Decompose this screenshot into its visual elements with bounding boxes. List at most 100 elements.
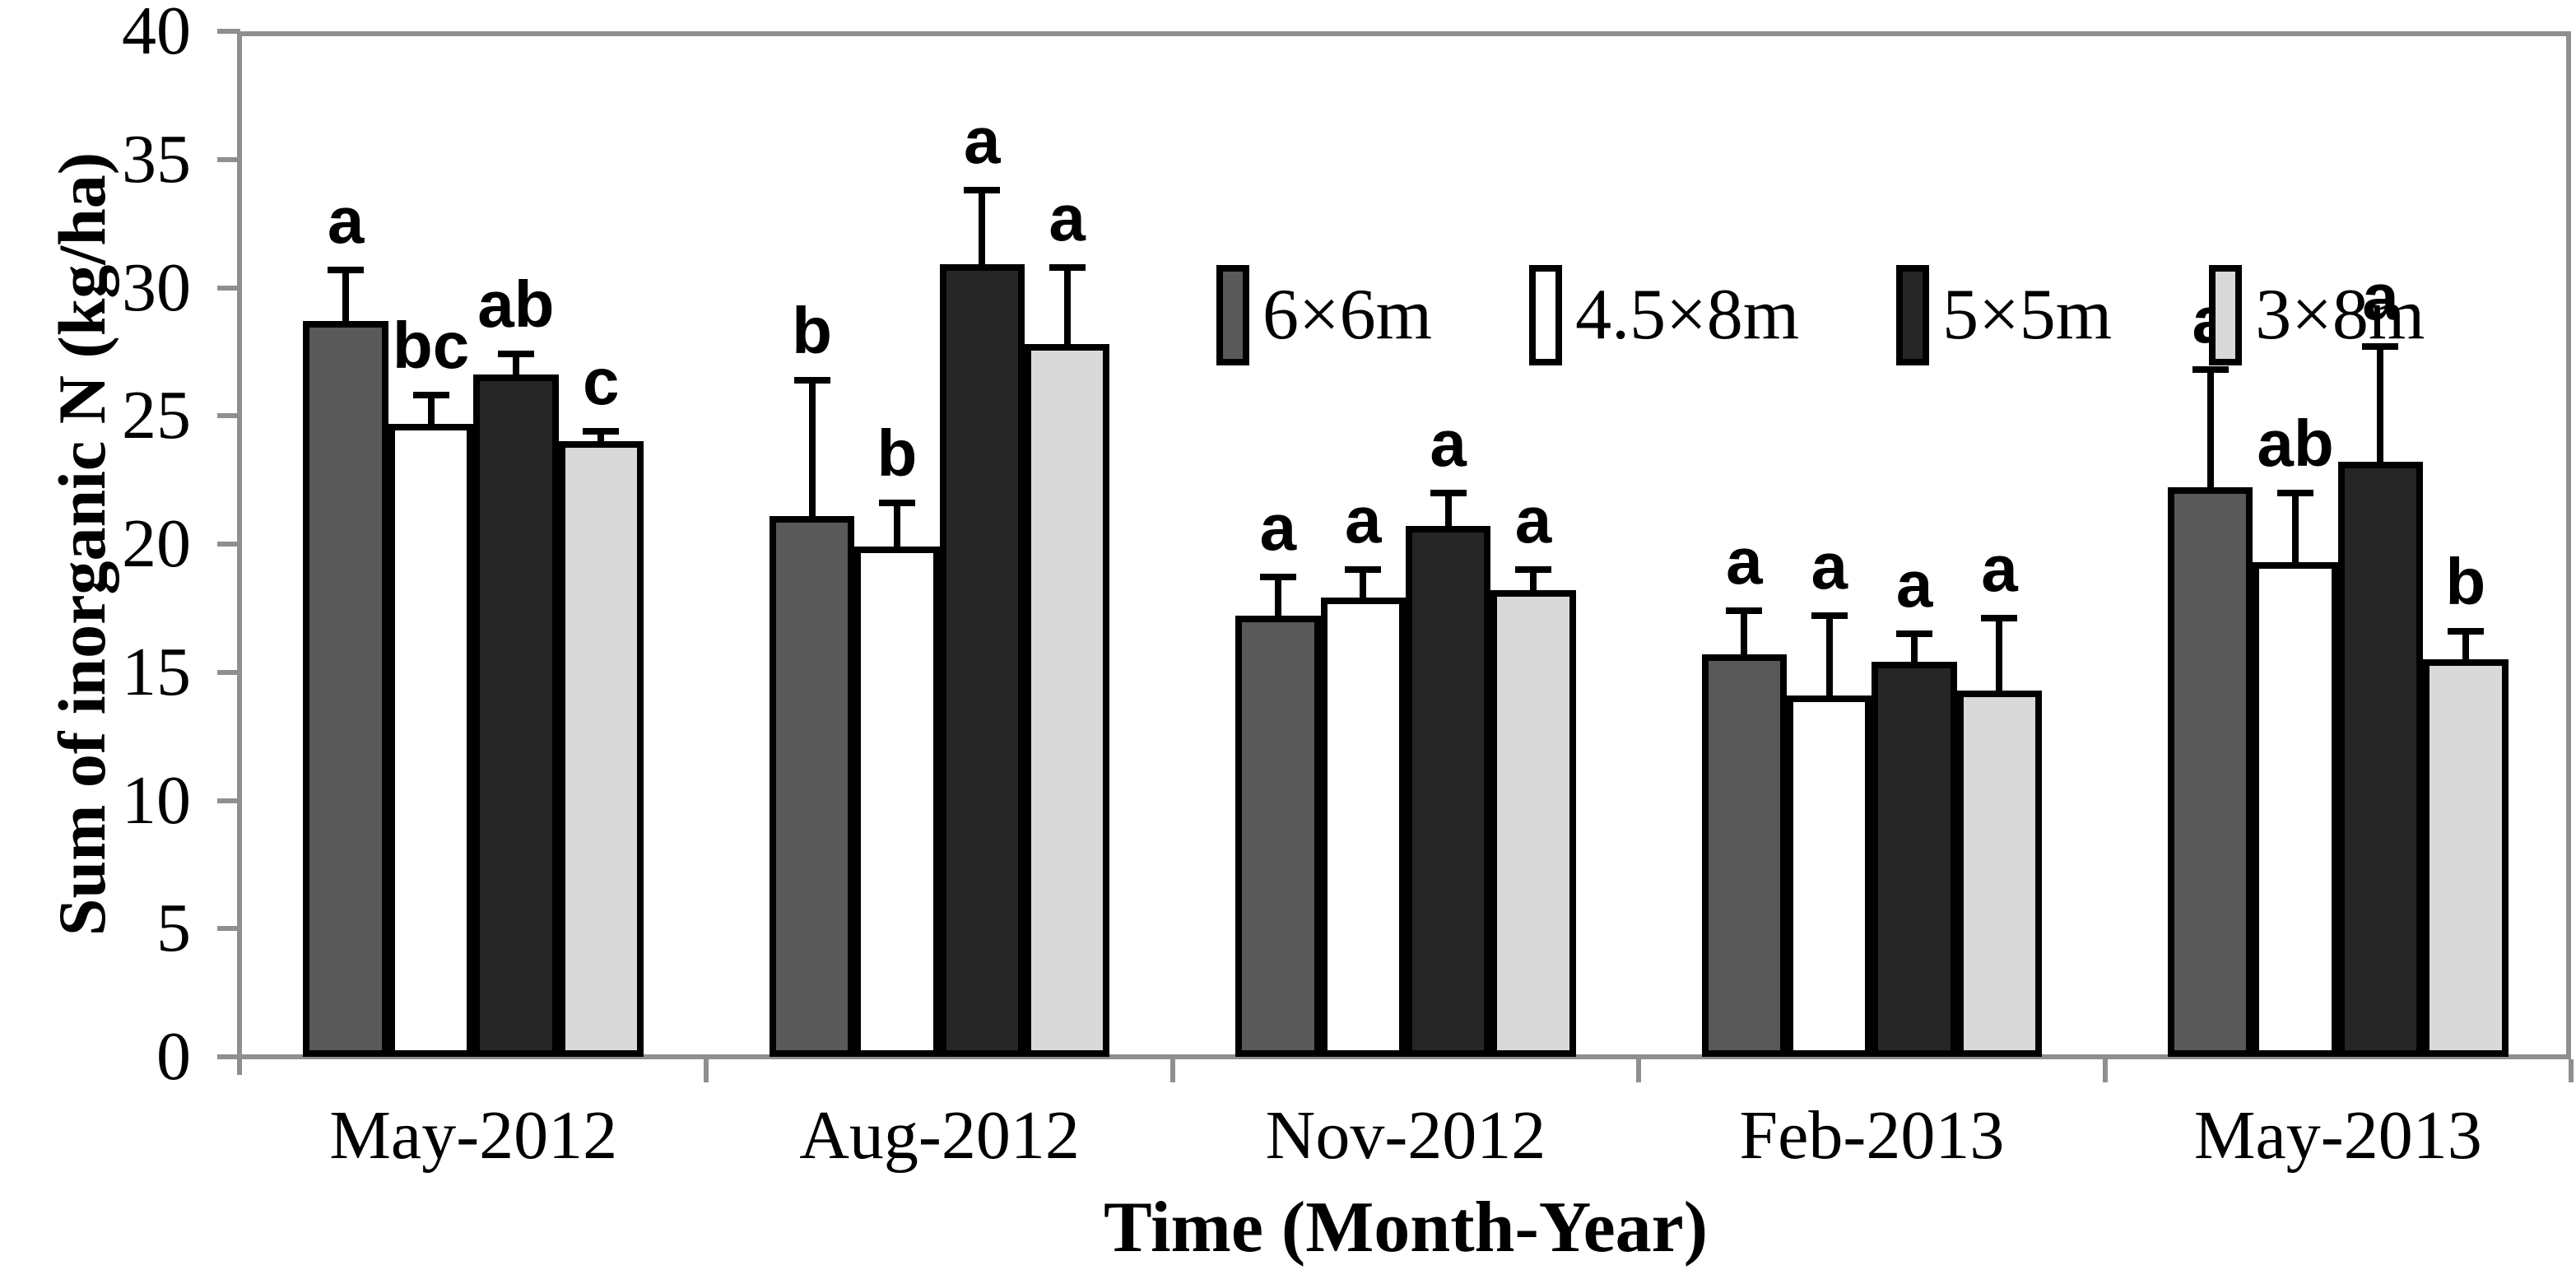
- y-tick-label: 40: [122, 0, 191, 69]
- error-bar-stem: [1063, 267, 1071, 345]
- y-tick-mark: [217, 669, 240, 675]
- error-bar-stem: [1741, 610, 1748, 654]
- legend-label: 5×5m: [1942, 275, 2113, 355]
- bar: [854, 547, 940, 1057]
- significance-letter: b: [876, 416, 918, 491]
- error-bar-stem: [512, 354, 519, 375]
- y-tick-label: 20: [122, 505, 191, 582]
- legend-swatch: [2209, 265, 2243, 365]
- error-bar-cap: [2192, 366, 2229, 374]
- significance-letter: a: [2362, 260, 2399, 334]
- legend-label: 6×6m: [1262, 275, 1433, 355]
- significance-letter: a: [1345, 483, 1382, 557]
- bar: [769, 515, 855, 1057]
- error-bar-cap: [1515, 566, 1552, 574]
- bar: [1235, 616, 1321, 1057]
- x-category-label: Nov-2012: [1265, 1097, 1546, 1174]
- error-bar-stem: [1360, 570, 1367, 598]
- error-bar-cap: [2277, 489, 2314, 496]
- error-bar-stem: [427, 395, 435, 424]
- significance-letter: b: [2445, 544, 2486, 618]
- bar: [2168, 487, 2253, 1057]
- legend-swatch: [1896, 265, 1930, 365]
- y-tick-mark: [217, 156, 240, 162]
- y-tick-label: 15: [122, 633, 191, 710]
- legend: 6×6m 4.5×8m 5×5m 3×8m: [1216, 265, 2425, 365]
- error-bar-stem: [2292, 492, 2299, 562]
- error-bar-stem: [893, 503, 900, 547]
- legend-swatch: [1216, 265, 1249, 365]
- y-tick-mark: [217, 413, 240, 419]
- error-bar-cap: [497, 351, 534, 358]
- significance-letter: a: [1259, 491, 1297, 565]
- error-bar-stem: [2377, 347, 2384, 463]
- legend-item-6x6m: 6×6m: [1216, 265, 1432, 365]
- bar: [388, 423, 474, 1057]
- x-tick-mark: [704, 1059, 709, 1082]
- bar: [1787, 695, 1872, 1057]
- x-category-label: Feb-2013: [1739, 1097, 2005, 1174]
- y-tick-mark: [217, 542, 240, 547]
- error-bar-stem: [1996, 618, 2003, 691]
- error-bar-stem: [1825, 616, 1833, 696]
- legend-label: 3×8m: [2255, 275, 2425, 355]
- bar: [1956, 690, 2043, 1057]
- bar: [1406, 526, 1491, 1057]
- error-bar-stem: [979, 190, 986, 265]
- significance-letter: a: [964, 104, 1001, 178]
- error-bar-cap: [1811, 612, 1848, 620]
- error-bar-stem: [1274, 577, 1281, 616]
- y-tick-mark: [217, 798, 240, 803]
- bar: [473, 374, 559, 1057]
- x-tick-mark: [1636, 1059, 1642, 1082]
- y-axis-line: [237, 31, 242, 1075]
- x-tick-mark: [1169, 1059, 1175, 1082]
- bar: [2253, 561, 2338, 1057]
- error-bar-cap: [1726, 607, 1763, 614]
- bar: [303, 320, 388, 1057]
- y-tick-label: 35: [122, 120, 191, 198]
- error-bar-stem: [1444, 492, 1452, 527]
- legend-label: 4.5×8m: [1575, 275, 1800, 355]
- y-tick-label: 10: [122, 761, 191, 839]
- bar: [2423, 659, 2509, 1057]
- significance-letter: a: [1726, 523, 1763, 598]
- significance-letter: b: [792, 293, 832, 367]
- significance-letter: a: [1895, 547, 1933, 621]
- legend-item-3x8m: 3×8m: [2209, 265, 2425, 365]
- legend-item-4.5x8m: 4.5×8m: [1529, 265, 1799, 365]
- error-bar-stem: [808, 379, 816, 516]
- error-bar-cap: [1896, 630, 1933, 638]
- error-bar-stem: [1911, 634, 1918, 663]
- error-bar-cap: [328, 266, 365, 273]
- error-bar-stem: [342, 269, 350, 321]
- error-bar-stem: [598, 430, 605, 442]
- error-bar-cap: [2447, 627, 2484, 635]
- bar: [1320, 598, 1406, 1057]
- x-category-label: May-2012: [329, 1097, 618, 1174]
- error-bar-stem: [1530, 570, 1537, 591]
- x-tick-mark: [2569, 1059, 2574, 1082]
- bar: [1024, 344, 1110, 1057]
- significance-letter: a: [1049, 180, 1086, 254]
- significance-letter: bc: [392, 309, 470, 383]
- x-axis-title: Time (Month-Year): [1104, 1188, 1708, 1268]
- error-bar-cap: [878, 500, 915, 507]
- error-bar-cap: [1049, 263, 1086, 271]
- bar: [558, 441, 644, 1057]
- y-tick-mark: [217, 285, 240, 291]
- legend-swatch: [1529, 265, 1563, 365]
- y-tick-mark: [217, 926, 240, 932]
- y-tick-label: 0: [156, 1018, 191, 1095]
- bar: [1701, 654, 1788, 1057]
- error-bar-cap: [1345, 566, 1382, 574]
- error-bar-cap: [1981, 615, 2018, 622]
- error-bar-cap: [583, 427, 620, 435]
- bar: [939, 264, 1025, 1057]
- x-axis-line: [217, 1054, 2571, 1059]
- y-tick-mark: [217, 29, 240, 34]
- bar: [2337, 462, 2424, 1057]
- error-bar-stem: [2462, 630, 2469, 660]
- significance-letter: a: [1811, 529, 1848, 603]
